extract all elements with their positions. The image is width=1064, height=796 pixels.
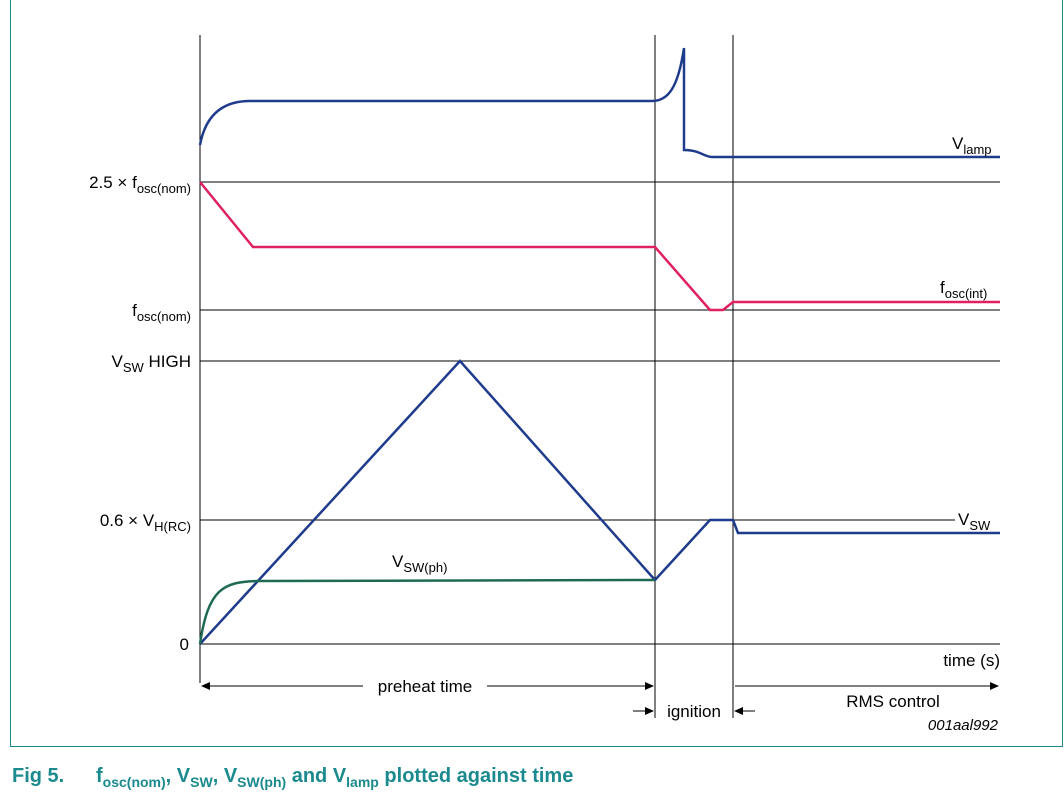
rms-control-label: RMS control	[846, 692, 940, 711]
y-label-vsw-high: VSW HIGH	[111, 352, 191, 375]
y-label-2p5-fosc: 2.5 × fosc(nom)	[89, 173, 191, 196]
fosc-int-label: fosc(int)	[940, 278, 987, 301]
vlamp-label: Vlamp	[952, 134, 992, 157]
y-label-fosc-nom: fosc(nom)	[132, 301, 191, 324]
rms-arrowhead	[990, 682, 999, 690]
figure-caption: fosc(nom), VSW, VSW(ph) and Vlamp plotte…	[96, 765, 573, 790]
vlamp-curve	[198, 47, 1000, 159]
ignition-arrowhead-left	[645, 707, 654, 715]
preheat-arrowhead-right	[645, 682, 654, 690]
ignition-arrowhead-right	[734, 707, 743, 715]
preheat-arrowhead-left	[201, 682, 210, 690]
vsw-label: VSW	[958, 510, 991, 533]
preheat-time-label: preheat time	[378, 677, 473, 696]
vsw-curve	[199, 359, 1000, 645]
y-label-zero: 0	[180, 635, 189, 654]
ignition-label: ignition	[667, 702, 721, 721]
time-axis-label: time (s)	[943, 651, 1000, 670]
figure-number: Fig 5.	[12, 765, 64, 787]
y-label-vh-rc: 0.6 × VH(RC)	[100, 511, 191, 534]
figure-frame	[10, 0, 1063, 747]
fosc-int-curve	[199, 181, 1000, 312]
figure-code: 001aal992	[928, 717, 999, 734]
vsw-ph-curve	[198, 578, 656, 645]
vsw-ph-label: VSW(ph)	[392, 552, 447, 575]
